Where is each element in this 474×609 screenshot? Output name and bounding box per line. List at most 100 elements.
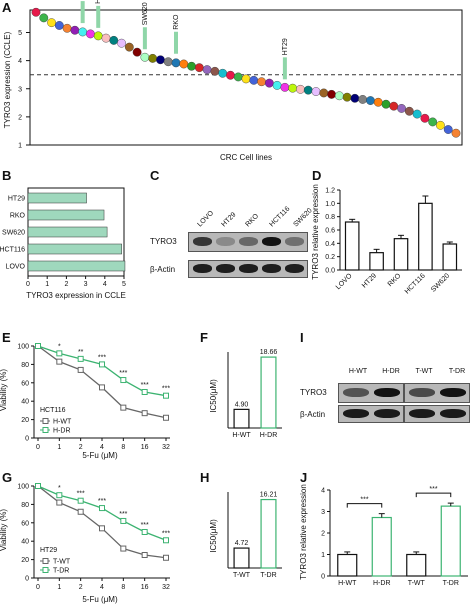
panel-c-tyro3-blot	[188, 232, 308, 252]
panel-c-actin-band	[262, 264, 281, 273]
panel-a-point	[218, 68, 228, 78]
panel-c-lane-label: HT29	[220, 211, 237, 228]
panel-a-svg: TYRO3 expression (CCLE) CRC Cell lines 1…	[3, 0, 463, 162]
panel-g-xtick-label: 32	[162, 584, 170, 591]
panel-a-point	[249, 75, 259, 85]
panel-g-series-point	[141, 552, 148, 558]
panel-j-svg: TYRO3 relative expression 0 1 2 3 4 H-WT H-DR T…	[299, 484, 468, 587]
panel-label-j: J	[300, 470, 308, 485]
panel-i-blot: H-WT H-DR T-WT T-DR TYRO3 β-Actin	[300, 345, 472, 435]
panel-a-point	[428, 117, 438, 127]
panel-label-f: F	[200, 330, 208, 345]
panel-a-point	[303, 85, 313, 95]
panel-i-actin-band	[374, 409, 400, 418]
panel-f-svg: IC50(μM) 4.90 H-WT 18.66 H-DR	[209, 349, 282, 439]
panel-g-sig-stars: *	[58, 485, 61, 492]
panel-d-bar	[418, 202, 433, 271]
panel-a-point	[288, 83, 298, 93]
panel-c-actin-blot	[188, 260, 308, 278]
panel-c-tyro3-band	[216, 237, 235, 246]
panel-g-legend-marker	[42, 558, 49, 564]
panel-c-lane-label: HCT116	[268, 205, 291, 228]
panel-e-series-point	[56, 350, 63, 357]
panel-e-series-point	[141, 389, 148, 395]
panel-e-series-point	[120, 377, 127, 384]
panel-g-ylabel: Viability (%)	[0, 509, 8, 551]
panel-d-ytick-label: 0.4	[325, 241, 335, 248]
panel-d-bar	[442, 243, 458, 271]
panel-g-xtick-label: 8	[121, 584, 125, 591]
panel-a-point	[319, 88, 329, 98]
panel-d-ytick-label: 0.8	[325, 214, 335, 221]
panel-j-sig-bracket	[346, 503, 383, 508]
panel-a-point	[233, 72, 243, 82]
panel-label-g: G	[2, 470, 13, 485]
panel-g-xlabel: 5-Fu (μM)	[82, 595, 118, 604]
panel-b-barh: HT29 RKO SW620 HCT116 LOVO 0 1 2 3 4 5 TYRO3 expre…	[0, 182, 140, 302]
panel-i-tyro3-blot-h	[338, 383, 404, 403]
panel-d-ytick-label: 0.0	[325, 268, 335, 275]
panel-e-series-point	[99, 361, 105, 368]
panel-a-point	[381, 99, 391, 109]
panel-a-point	[334, 91, 344, 101]
panel-c-actin-band	[193, 264, 212, 273]
panel-i-row-tyro3-label: TYRO3	[300, 388, 327, 397]
panel-a-point	[117, 38, 126, 48]
panel-a-point	[420, 113, 430, 123]
panel-g-ytick-label: 20	[21, 557, 29, 564]
panel-a-point	[31, 7, 41, 17]
panel-b-xtick-label: 5	[122, 281, 126, 288]
panel-e-cell-label: HCT116	[40, 407, 66, 414]
panel-j-ytick-label: 3	[321, 509, 325, 516]
panel-d-category-label: LOVO	[335, 272, 354, 291]
panel-e-series-point	[120, 404, 127, 411]
panel-g-sig-stars: ***	[162, 530, 170, 537]
panel-a-point	[342, 92, 352, 102]
panel-a-point	[194, 63, 204, 73]
panel-i-actin-blot-t	[404, 405, 470, 423]
panel-i-actin-band	[440, 409, 466, 418]
panel-g-series-point	[99, 525, 105, 532]
panel-j-sig-stars: ***	[429, 486, 437, 493]
panel-g-series-point	[35, 483, 41, 489]
panel-a-point	[280, 82, 290, 92]
panel-a-frame	[29, 9, 463, 146]
panel-b-xtick-label: 0	[26, 281, 30, 288]
panel-e-xtick-label: 0	[36, 444, 40, 451]
panel-g-sig-stars: ***	[98, 498, 106, 505]
panel-e-sig-stars: ***	[141, 382, 149, 389]
panel-f-bar	[233, 408, 250, 429]
panel-i-tyro3-blot-t	[404, 383, 470, 403]
panel-d-ytick-label: 0.6	[325, 228, 335, 235]
panel-d-category-label: RKO	[387, 272, 403, 288]
panel-d-category-label: HCT116	[404, 272, 427, 295]
panel-a-point	[62, 23, 72, 33]
panel-a-highlight-label: SW620	[142, 2, 149, 25]
panel-i-lane-label: T-WT	[415, 368, 433, 375]
panel-e-sig-stars: **	[78, 349, 84, 356]
panel-j-category-label: H-WT	[338, 580, 357, 587]
panel-e-series-point	[163, 392, 169, 399]
panel-a-point	[163, 57, 173, 67]
panel-e-ytick-label: 100	[17, 344, 29, 351]
panel-a-point	[264, 78, 274, 88]
panel-a-ytick-label: 4	[18, 58, 22, 65]
panel-c-tyro3-band	[262, 237, 281, 246]
panel-e-series-point	[77, 355, 84, 362]
panel-g-legend-label: T-WT	[53, 559, 71, 566]
panel-f-value-label: 18.66	[260, 349, 278, 356]
panel-e-ytick-label: 20	[21, 417, 29, 424]
panel-j-bar	[371, 516, 392, 577]
panel-label-c: C	[150, 168, 160, 183]
panel-b-xtick-label: 1	[45, 281, 49, 288]
panel-a-point	[202, 65, 212, 75]
panel-a-point	[389, 101, 399, 111]
panel-g-series-point	[99, 505, 105, 512]
panel-i-lane-label: H-WT	[349, 368, 368, 375]
panel-a-point	[226, 70, 235, 80]
panel-c-tyro3-band	[193, 237, 212, 246]
panel-g-series-point	[77, 497, 84, 504]
panel-a-point	[373, 97, 383, 107]
panel-a-point	[156, 55, 165, 65]
panel-a-point	[404, 106, 414, 116]
